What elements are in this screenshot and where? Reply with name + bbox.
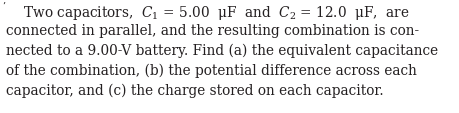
Text: ’: ’ bbox=[2, 2, 5, 11]
Text: Two capacitors,  $C_1$ = 5.00  μF  and  $C_2$ = 12.0  μF,  are: Two capacitors, $C_1$ = 5.00 μF and $C_2… bbox=[6, 4, 410, 22]
Text: capacitor, and (c) the charge stored on each capacitor.: capacitor, and (c) the charge stored on … bbox=[6, 83, 384, 98]
Text: connected in parallel, and the resulting combination is con-: connected in parallel, and the resulting… bbox=[6, 24, 419, 38]
Text: nected to a 9.00-V battery. Find (a) the equivalent capacitance: nected to a 9.00-V battery. Find (a) the… bbox=[6, 44, 438, 58]
Text: of the combination, (b) the potential difference across each: of the combination, (b) the potential di… bbox=[6, 63, 417, 78]
